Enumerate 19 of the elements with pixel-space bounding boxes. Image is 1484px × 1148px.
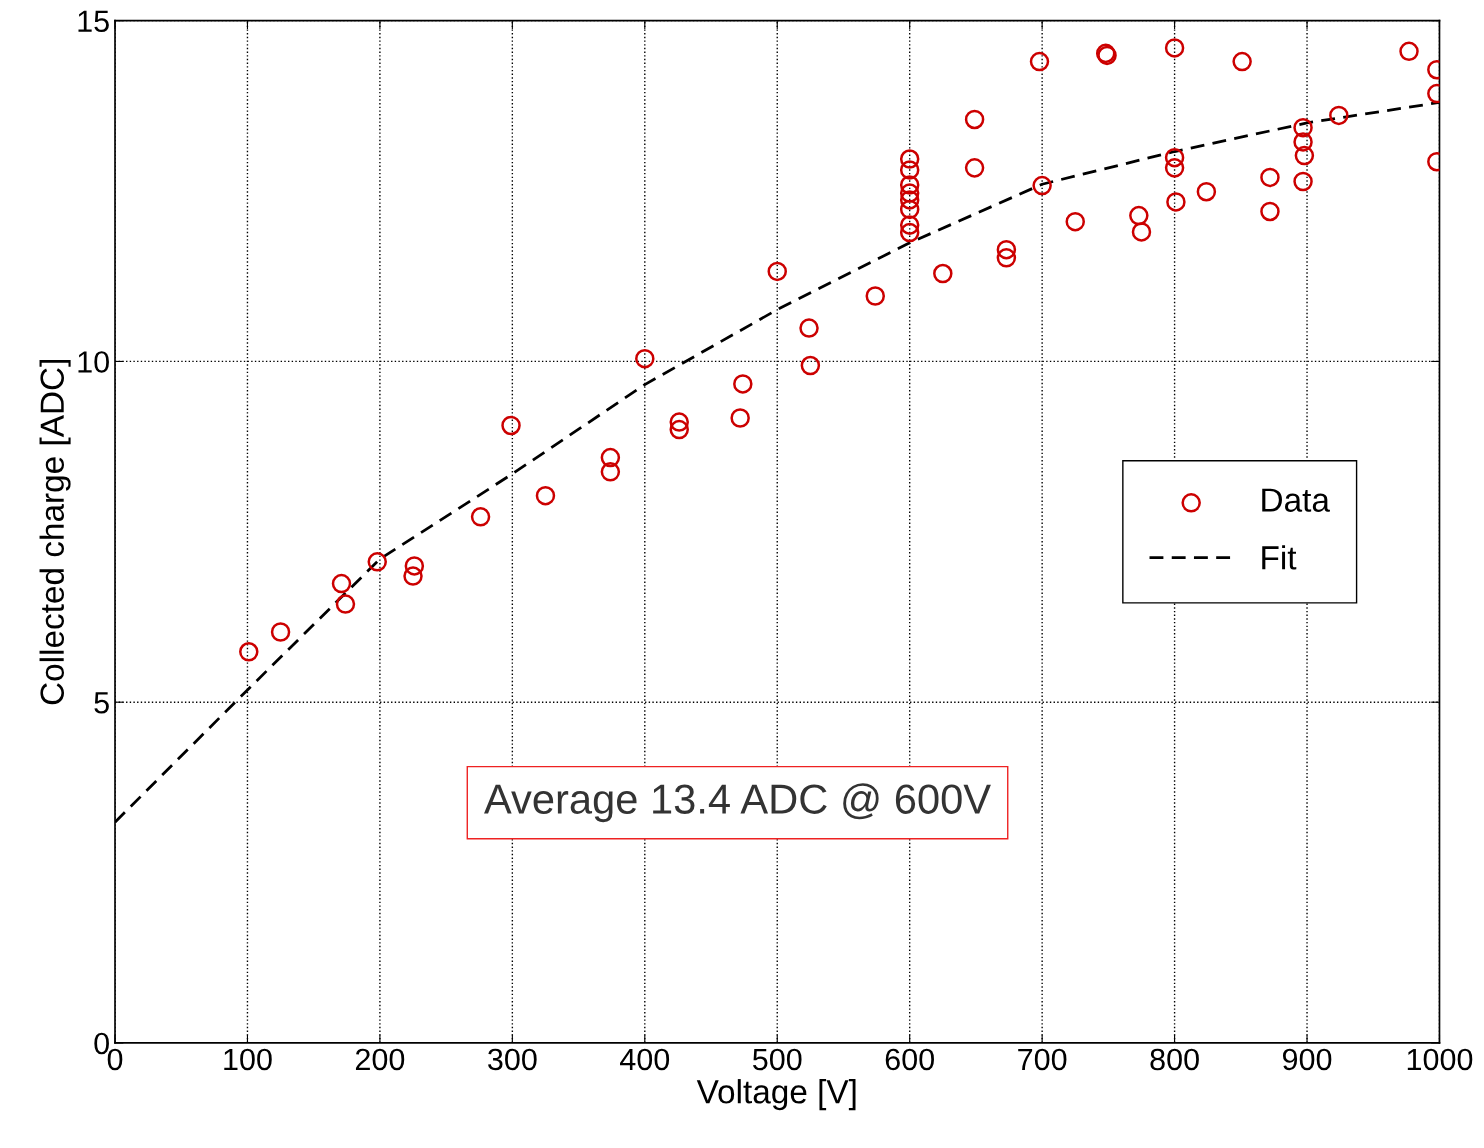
- x-tick-label: 200: [355, 1048, 405, 1071]
- x-tick-label: 300: [488, 1048, 537, 1071]
- x-tick-label: 100: [224, 1048, 272, 1071]
- y-axis-title: Collected charge [ADC]: [39, 360, 71, 705]
- x-tick-label: 400: [620, 1048, 670, 1071]
- annotation: Average 13.4 ADC @ 600V: [484, 783, 991, 823]
- legend-label: Data: [1262, 488, 1330, 512]
- x-tick-label: 1000: [1407, 1048, 1473, 1071]
- x-tick-label: 600: [885, 1048, 934, 1071]
- y-tick-label: 0: [94, 1032, 109, 1055]
- x-tick-label: 500: [752, 1048, 802, 1071]
- legend-label: Fit: [1262, 545, 1297, 570]
- x-tick-label: 700: [1018, 1048, 1067, 1071]
- x-axis-title: Voltage [V]: [696, 1079, 856, 1111]
- y-tick-label: 15: [78, 10, 109, 33]
- x-tick-label: 900: [1282, 1048, 1332, 1071]
- y-tick-label: 5: [94, 692, 109, 714]
- y-tick-label: 10: [78, 351, 109, 373]
- x-tick-label: 800: [1150, 1048, 1199, 1071]
